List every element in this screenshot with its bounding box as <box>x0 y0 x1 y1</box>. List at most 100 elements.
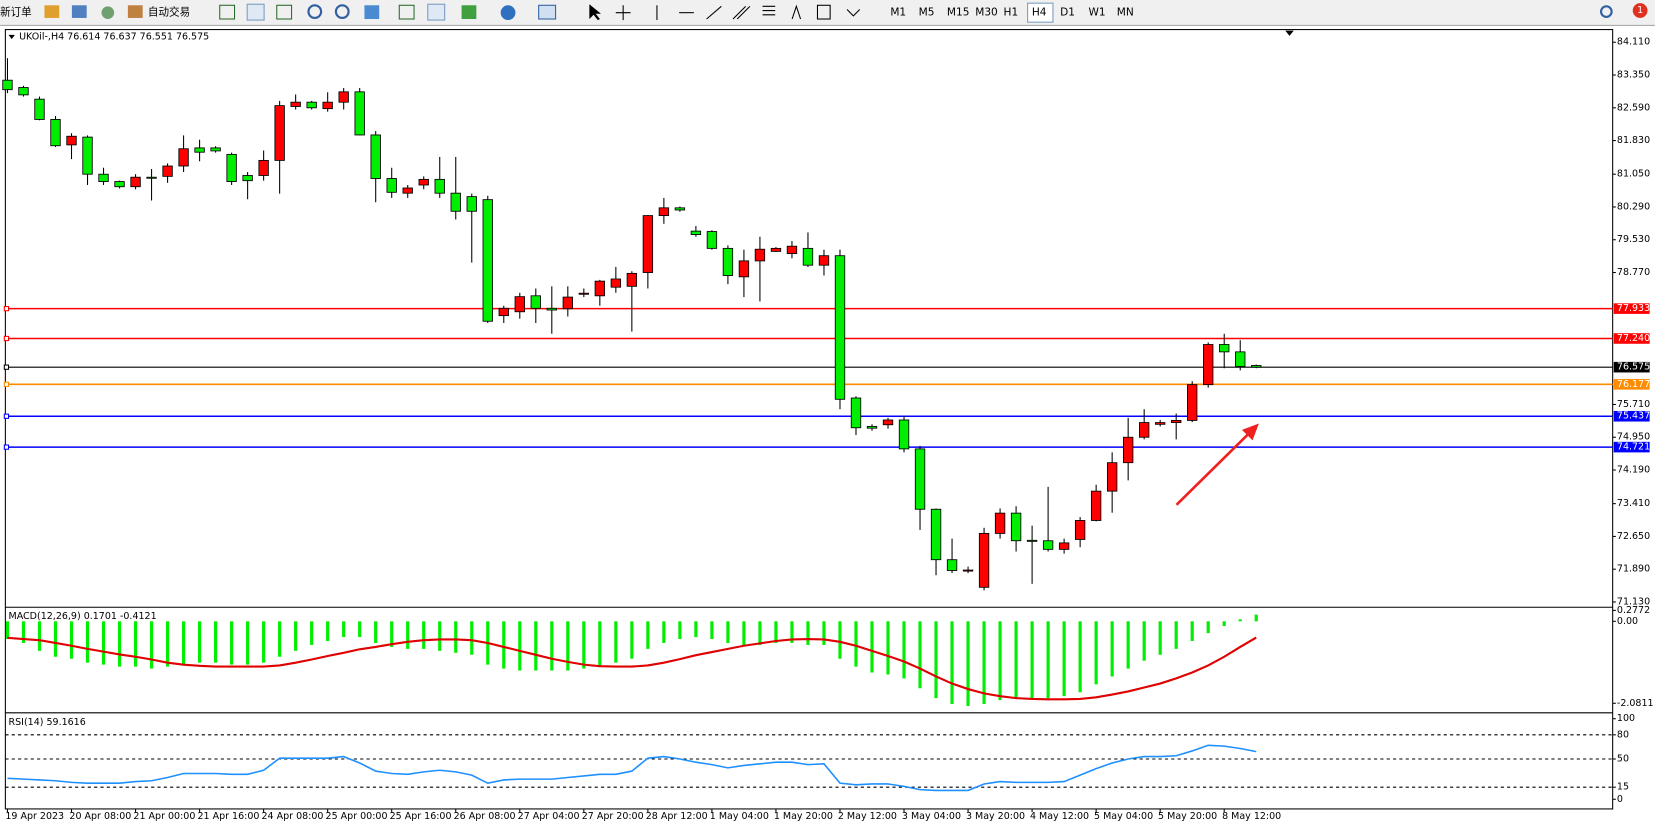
icon[interactable] <box>538 4 557 20</box>
auto-trading-button[interactable]: 自动交易 <box>148 6 190 19</box>
icon[interactable] <box>615 5 631 21</box>
candle-body <box>1203 344 1214 386</box>
candle-body <box>1026 539 1038 542</box>
candle-body <box>882 419 894 426</box>
x-tick-label: 2 May 12:00 <box>838 811 897 822</box>
y-tick-label: 80.290 <box>1617 201 1650 212</box>
candle-body <box>610 278 622 288</box>
x-tick-label: 4 May 12:00 <box>1030 811 1089 822</box>
y-tick-label: 84.110 <box>1617 37 1650 48</box>
candle-body <box>562 296 573 310</box>
candle-body <box>914 448 926 510</box>
candle-body <box>338 91 349 103</box>
x-tick-label: 24 Apr 08:00 <box>262 811 324 822</box>
candle-body <box>418 178 429 186</box>
candle-body <box>1010 512 1022 542</box>
icon[interactable] <box>101 6 115 20</box>
candle-body <box>866 426 878 429</box>
candle-body <box>706 231 718 249</box>
timeframe-button[interactable]: H4 <box>1032 7 1047 19</box>
timeframe-button[interactable]: M30 <box>975 7 998 19</box>
icon[interactable] <box>276 4 293 20</box>
candle-body <box>690 230 702 235</box>
x-tick-label: 21 Apr 00:00 <box>133 811 195 822</box>
icon[interactable] <box>71 5 87 18</box>
icon[interactable] <box>398 4 415 20</box>
timeframe-button[interactable]: D1 <box>1060 7 1075 19</box>
icon[interactable] <box>219 4 236 20</box>
icon[interactable] <box>816 4 831 20</box>
candle-body <box>482 199 493 322</box>
level-label-bg <box>1613 379 1650 390</box>
candle-body <box>242 175 253 182</box>
candle-body <box>738 260 750 278</box>
icon[interactable] <box>461 5 477 20</box>
x-tick-label: 1 May 04:00 <box>710 811 769 822</box>
icon[interactable] <box>334 4 350 20</box>
icon[interactable] <box>732 5 751 20</box>
candle-body <box>994 512 1006 534</box>
icon[interactable] <box>127 5 143 18</box>
level-label-bg <box>1613 303 1650 314</box>
icon[interactable] <box>427 3 446 21</box>
level-handle <box>3 305 10 312</box>
icon[interactable] <box>846 9 861 17</box>
icon[interactable] <box>791 4 802 20</box>
y-tick-label: 75.710 <box>1617 399 1650 410</box>
y-tick-label: 83.350 <box>1617 70 1650 81</box>
x-tick-label: 5 May 20:00 <box>1158 811 1217 822</box>
icon[interactable] <box>364 5 380 20</box>
x-tick-label: 27 Apr 04:00 <box>518 811 580 822</box>
candle-body <box>786 245 798 254</box>
candle-body <box>578 292 590 295</box>
candle-body <box>498 307 509 317</box>
candle-body <box>658 207 670 217</box>
icon[interactable] <box>706 5 722 20</box>
new-order-button[interactable]: 新订单 <box>0 6 32 19</box>
level-label-bg <box>1613 441 1650 453</box>
candle-body <box>50 119 61 147</box>
timeframe-button[interactable]: W1 <box>1088 7 1105 19</box>
candle-body <box>1058 542 1070 550</box>
timeframe-active <box>1027 2 1054 23</box>
candle-body <box>98 173 109 182</box>
icon[interactable] <box>500 5 516 21</box>
shift-marker <box>1285 30 1294 36</box>
x-tick-label: 1 May 20:00 <box>774 811 833 822</box>
y-tick-label: -2.0811 <box>1617 698 1654 709</box>
icon[interactable] <box>246 3 265 21</box>
y-tick-label: 71.130 <box>1617 596 1650 607</box>
y-tick-label: 100 <box>1617 713 1635 724</box>
level-handle <box>3 381 10 387</box>
timeframe-button[interactable]: M15 <box>947 7 970 19</box>
level-label: 75.437 <box>1617 411 1650 422</box>
candle-body <box>514 296 525 313</box>
candle-body <box>722 247 734 276</box>
timeframe-button[interactable]: M1 <box>890 7 906 19</box>
icon[interactable] <box>762 5 776 16</box>
x-tick-label: 3 May 04:00 <box>902 811 961 822</box>
candle-body <box>898 419 910 450</box>
candle-body <box>962 569 974 572</box>
y-tick-label: 71.890 <box>1617 564 1650 575</box>
candle-body <box>82 136 93 175</box>
search-icon[interactable] <box>1600 5 1613 18</box>
y-tick-label: 81.830 <box>1617 135 1650 146</box>
macd-title: MACD(12,26,9) 0.1701 -0.4121 <box>9 611 157 622</box>
y-tick-label: 73.410 <box>1617 498 1650 509</box>
x-tick-label: 27 Apr 20:00 <box>582 811 644 822</box>
timeframe-button[interactable]: M5 <box>919 7 935 19</box>
timeframe-button[interactable]: MN <box>1117 7 1134 19</box>
candle-body <box>386 178 397 193</box>
notification-badge[interactable] <box>1632 3 1648 18</box>
candle-body <box>162 165 173 177</box>
candle-body <box>1155 422 1166 425</box>
candle-body <box>674 207 686 211</box>
y-tick-label: 0.00 <box>1617 616 1638 627</box>
candle-body <box>850 397 862 429</box>
icon[interactable] <box>307 4 323 20</box>
candle-body <box>210 147 221 152</box>
timeframe-button[interactable]: H1 <box>1004 7 1019 19</box>
candle-body <box>18 87 29 96</box>
icon[interactable] <box>44 5 60 18</box>
